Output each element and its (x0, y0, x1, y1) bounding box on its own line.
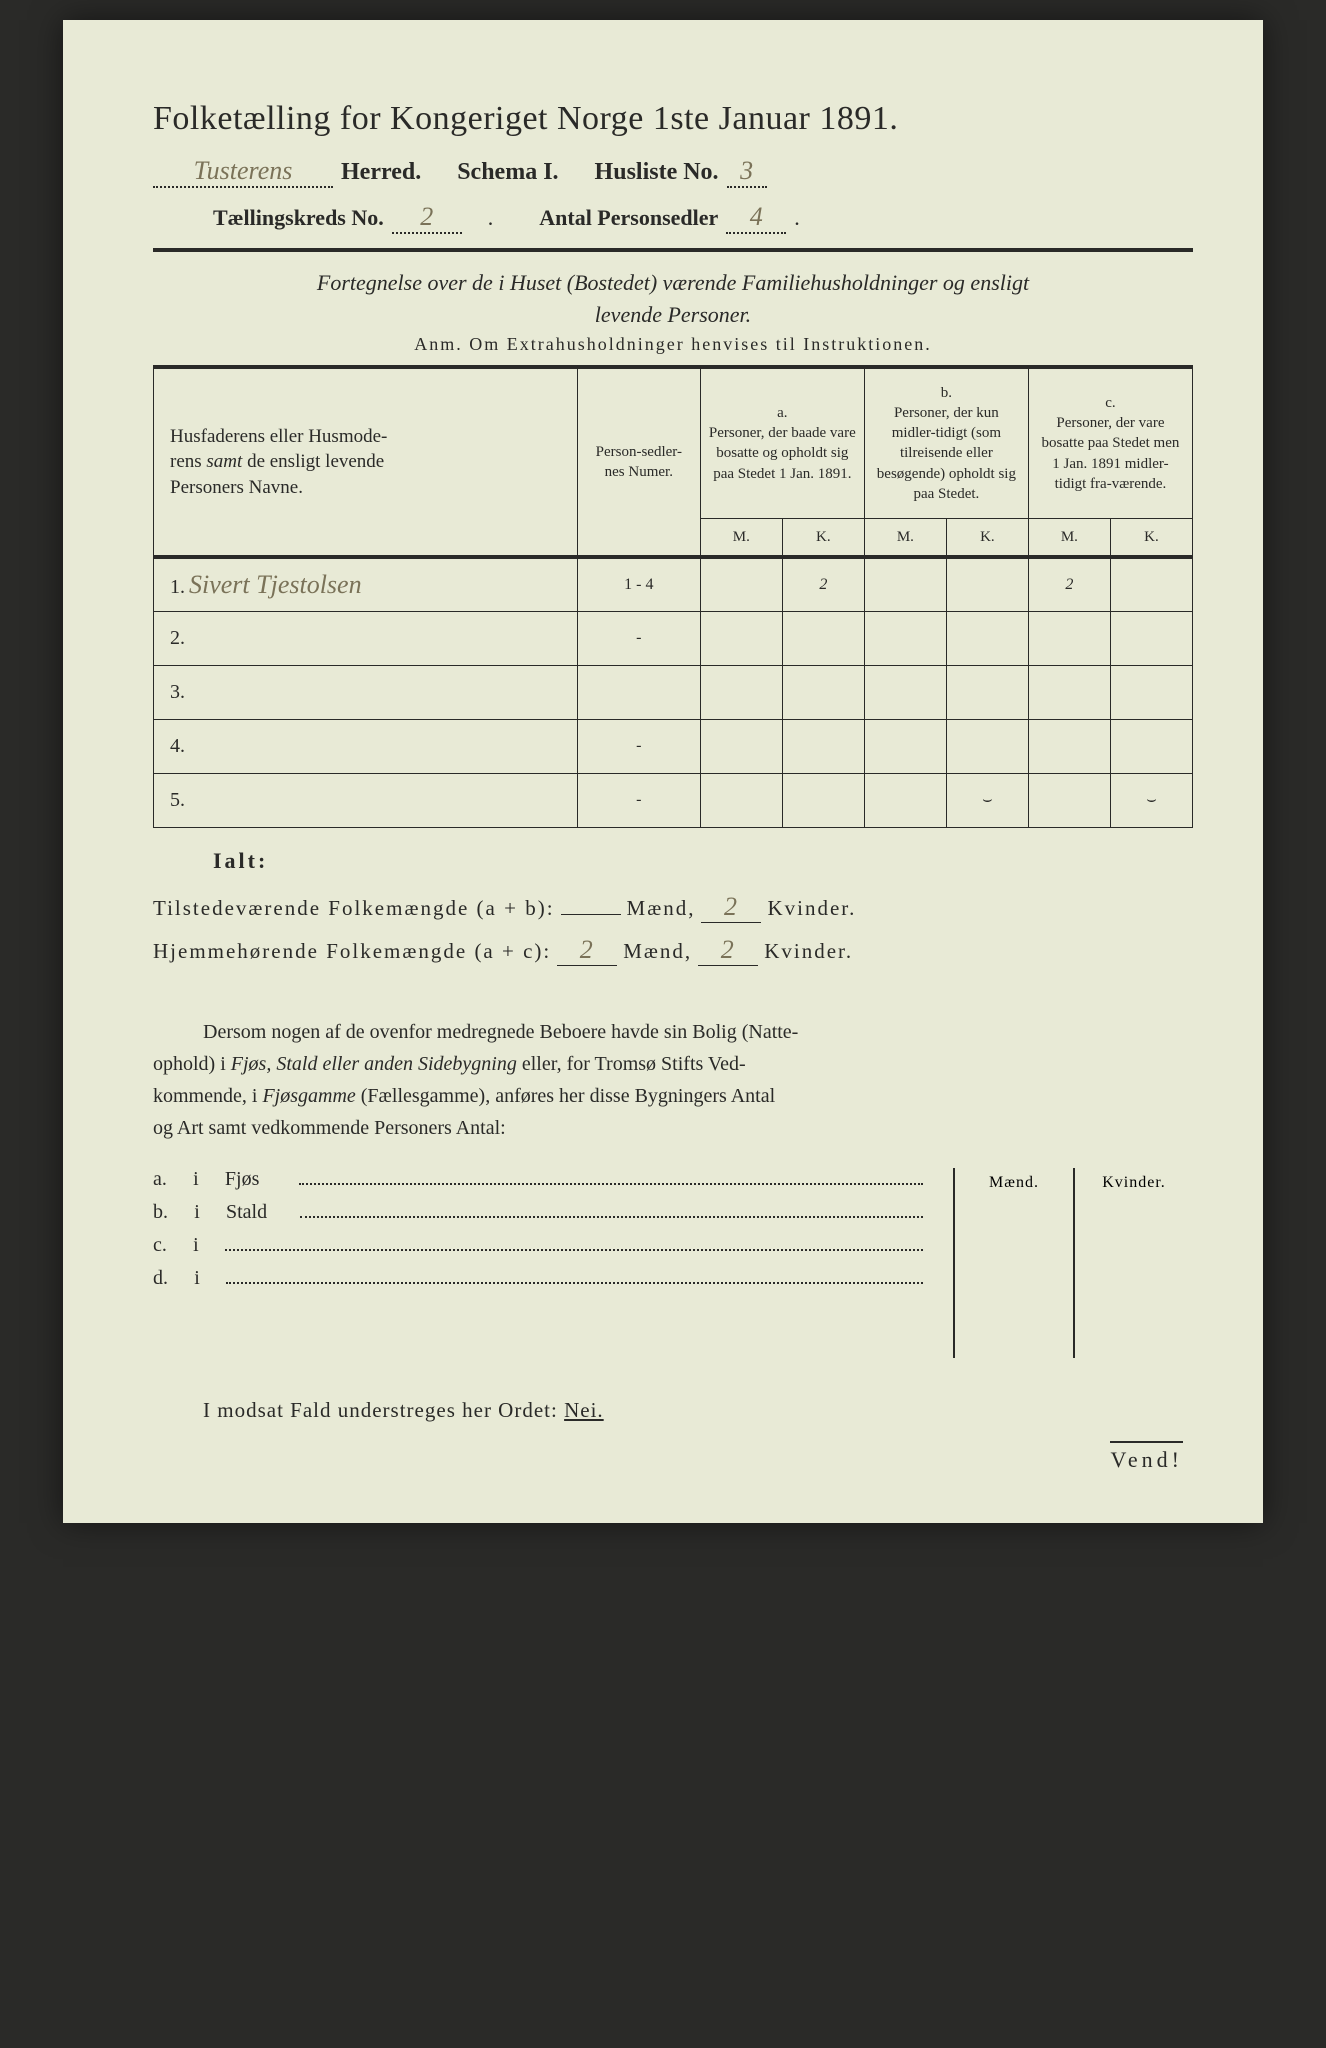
nei-word: Nei. (564, 1398, 604, 1422)
census-form-page: Folketælling for Kongeriget Norge 1ste J… (63, 20, 1263, 1523)
row-name: Sivert Tjestolsen (189, 570, 362, 599)
col-c-header: Personer, der vare bosatte paa Stedet me… (1037, 413, 1184, 494)
vend-label: Vend! (1110, 1441, 1183, 1473)
kvinder-label: Kvinder. (767, 896, 856, 921)
building-row-a: a. i Fjøs (153, 1168, 923, 1191)
row-sedler: - (577, 773, 700, 827)
household-table: Husfaderens eller Husmode-rens samt de e… (153, 365, 1193, 828)
building-row-b: b. i Stald (153, 1201, 923, 1224)
total-line-2: Hjemmehørende Folkemængde (a + c): 2 Mæn… (153, 935, 1193, 966)
col-a-k: K. (782, 518, 864, 557)
b-i: i (182, 1201, 212, 1224)
dots (299, 1169, 923, 1185)
kvinder-column: Kvinder. (1073, 1168, 1193, 1358)
col-a-m: M. (700, 518, 782, 557)
herred-value: Tusterens (153, 156, 333, 188)
b-name: Fjøs (225, 1168, 285, 1191)
cell-cM: 2 (1028, 557, 1110, 611)
row-sedler (577, 665, 700, 719)
total1-label: Tilstedeværende Folkemængde (a + b): (153, 896, 555, 921)
dots (226, 1268, 923, 1284)
maend-label: Mænd, (623, 939, 692, 964)
row-num: 2. (170, 627, 185, 649)
header-row-1: Tusterens Herred. Schema I. Husliste No.… (153, 156, 1193, 188)
b-i: i (181, 1168, 211, 1191)
col-c-m: M. (1028, 518, 1110, 557)
total2-label: Hjemmehørende Folkemængde (a + c): (153, 939, 551, 964)
building-row-d: d. i (153, 1267, 923, 1290)
schema-label: Schema I. (457, 159, 558, 186)
b-label: b. (153, 1201, 168, 1224)
col-c-top: c. (1037, 393, 1184, 413)
table-row: 4. - (154, 719, 1193, 773)
row-num: 5. (170, 789, 185, 811)
dots (300, 1202, 923, 1218)
buildings-list: a. i Fjøs b. i Stald c. i d. i (153, 1168, 923, 1358)
kreds-label: Tællingskreds No. (213, 205, 384, 231)
cell-aM (700, 557, 782, 611)
total1-maend (561, 914, 621, 915)
dots (225, 1235, 923, 1251)
cell-bK (946, 557, 1028, 611)
row-sedler: - (577, 719, 700, 773)
husliste-label: Husliste No. (595, 159, 719, 186)
row-num: 1. (170, 576, 185, 598)
col-b-header: Personer, der kun midler-tidigt (som til… (873, 403, 1020, 504)
cell-cK (1110, 557, 1192, 611)
maend-header: Mænd. (955, 1168, 1073, 1198)
col-a-top: a. (709, 403, 856, 423)
maend-label: Mænd, (627, 896, 696, 921)
total2-maend: 2 (557, 935, 617, 966)
b-i: i (181, 1234, 211, 1257)
maend-column: Mænd. (953, 1168, 1073, 1358)
document-title: Folketælling for Kongeriget Norge 1ste J… (153, 100, 1193, 138)
antal-value: 4 (726, 202, 786, 234)
rule-1 (153, 248, 1193, 252)
table-row: 1. Sivert Tjestolsen 1 - 4 2 2 (154, 557, 1193, 611)
col-b-k: K. (946, 518, 1028, 557)
total2-kvinder: 2 (698, 935, 758, 966)
table-row: 3. (154, 665, 1193, 719)
col-num-header: Person-sedler-nes Numer. (577, 367, 700, 557)
mk-columns: Mænd. Kvinder. (953, 1168, 1193, 1358)
b-label: d. (153, 1267, 168, 1290)
modsat-text: I modsat Fald understreges her Ordet: (203, 1398, 558, 1422)
instructions-paragraph: Dersom nogen af de ovenfor medregnede Be… (153, 1016, 1193, 1144)
row-sedler: 1 - 4 (577, 557, 700, 611)
kvinder-header: Kvinder. (1075, 1168, 1193, 1198)
row-num: 4. (170, 735, 185, 757)
check-c: ⌣ (1110, 773, 1192, 827)
row-sedler: - (577, 611, 700, 665)
ialt-label: Ialt: (213, 848, 1193, 874)
building-row-c: c. i (153, 1234, 923, 1257)
b-label: c. (153, 1234, 167, 1257)
buildings-block: a. i Fjøs b. i Stald c. i d. i (153, 1168, 1193, 1358)
col-c-k: K. (1110, 518, 1192, 557)
antal-label: Antal Personsedler (539, 205, 718, 231)
anm-note: Anm. Om Extrahusholdninger henvises til … (153, 334, 1193, 355)
subtitle-2: levende Personer. (153, 302, 1193, 328)
kreds-value: 2 (392, 202, 462, 234)
total-line-1: Tilstedeværende Folkemængde (a + b): Mæn… (153, 892, 1193, 923)
col-name-header: Husfaderens eller Husmode-rens samt de e… (170, 426, 387, 498)
table-row: 2. - (154, 611, 1193, 665)
b-label: a. (153, 1168, 167, 1191)
table-row: 5. - ⌣ ⌣ (154, 773, 1193, 827)
total1-kvinder: 2 (701, 892, 761, 923)
row-num: 3. (170, 681, 185, 703)
col-a-header: Personer, der baade vare bosatte og opho… (709, 423, 856, 484)
kvinder-label: Kvinder. (764, 939, 853, 964)
col-b-top: b. (873, 383, 1020, 403)
header-row-2: Tællingskreds No. 2 . Antal Personsedler… (153, 202, 1193, 234)
modsat-line: I modsat Fald understreges her Ordet: Ne… (153, 1398, 1193, 1423)
cell-aK: 2 (782, 557, 864, 611)
b-name: Stald (226, 1201, 286, 1224)
cell-bM (864, 557, 946, 611)
husliste-value: 3 (727, 156, 767, 188)
subtitle-1: Fortegnelse over de i Huset (Bostedet) v… (153, 270, 1193, 296)
col-b-m: M. (864, 518, 946, 557)
b-i: i (182, 1267, 212, 1290)
herred-label: Herred. (341, 159, 421, 186)
check-b: ⌣ (946, 773, 1028, 827)
